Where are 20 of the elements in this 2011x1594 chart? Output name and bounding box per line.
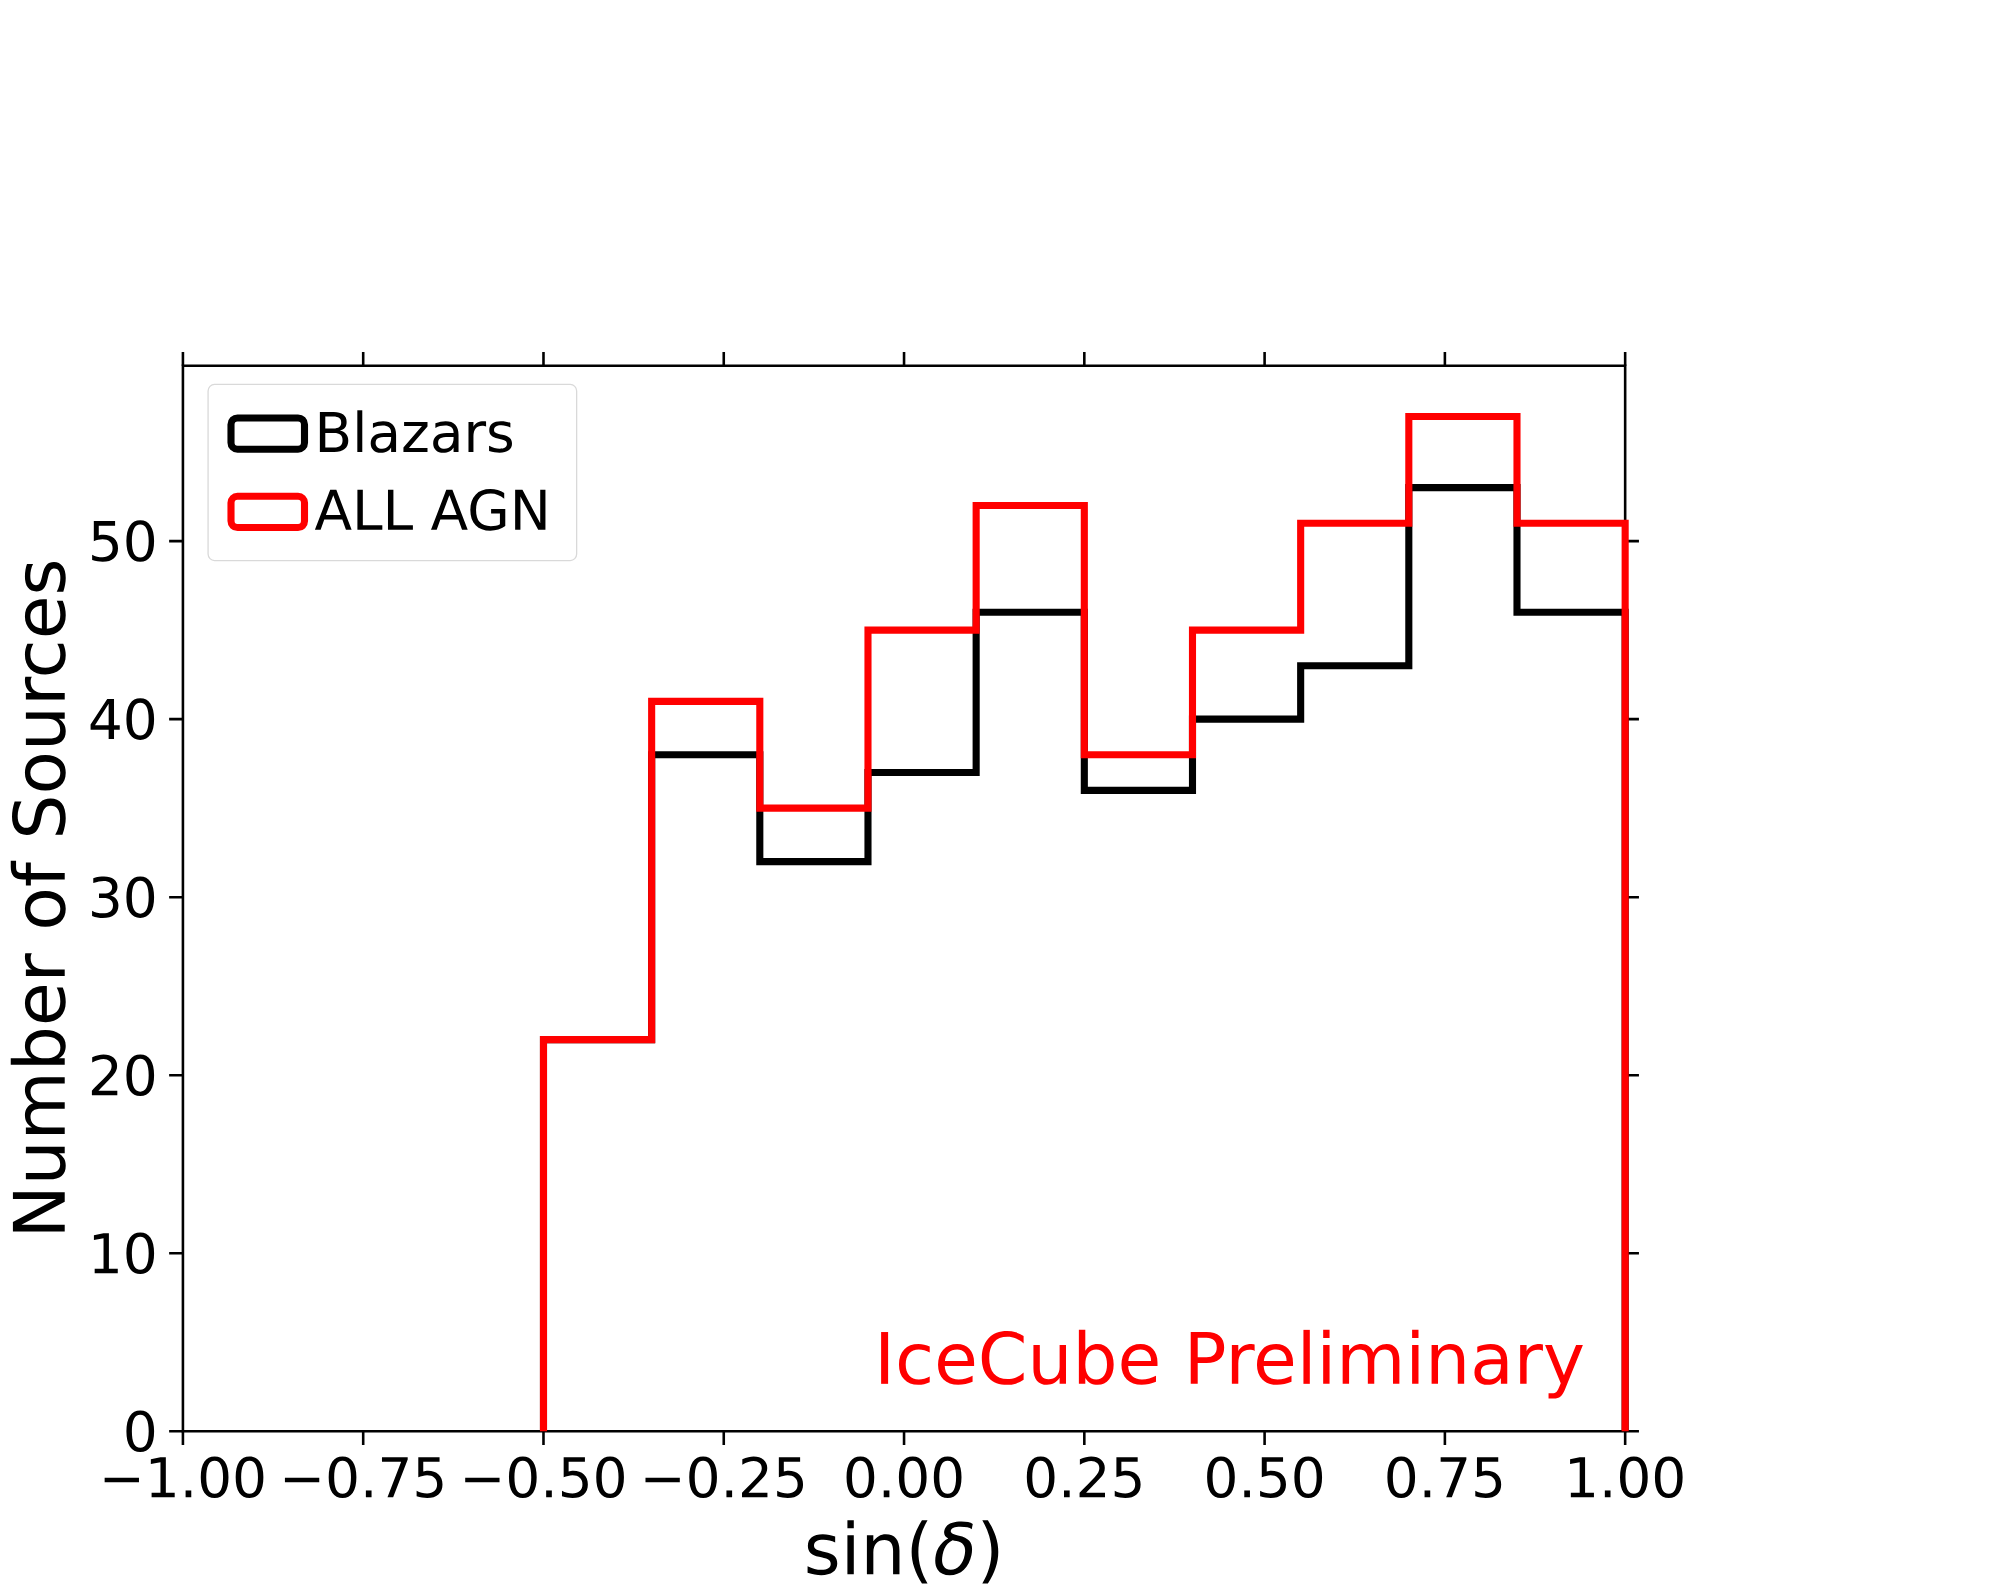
legend-label: ALL AGN bbox=[314, 488, 546, 531]
y-tick-label: 30 bbox=[92, 876, 155, 918]
x-tick-label: 0.00 bbox=[846, 1456, 962, 1498]
y-axis-title: Number of Sources bbox=[10, 561, 66, 1232]
x-tick-label: −0.25 bbox=[645, 1456, 804, 1498]
x-tick-label: 0.75 bbox=[1387, 1456, 1502, 1498]
y-tick-label: 50 bbox=[92, 520, 155, 562]
y-tick-label: 40 bbox=[90, 698, 155, 740]
x-tick-label: 1.00 bbox=[1570, 1456, 1683, 1498]
x-axis-title: sin(δ) bbox=[807, 1520, 999, 1584]
x-tick-label: −0.75 bbox=[284, 1456, 443, 1498]
x-tick-label: −1.00 bbox=[104, 1456, 264, 1498]
x-tick-label: 0.25 bbox=[1026, 1456, 1141, 1498]
y-tick-label: 10 bbox=[93, 1232, 155, 1274]
y-tick-label: 20 bbox=[91, 1054, 155, 1096]
x-tick-label: −0.50 bbox=[465, 1456, 624, 1498]
annotation: IceCube Preliminary bbox=[881, 1329, 1583, 1399]
y-tick-label: 0 bbox=[126, 1410, 155, 1452]
x-tick-label: 0.50 bbox=[1207, 1456, 1323, 1498]
legend-label: Blazars bbox=[319, 410, 512, 453]
